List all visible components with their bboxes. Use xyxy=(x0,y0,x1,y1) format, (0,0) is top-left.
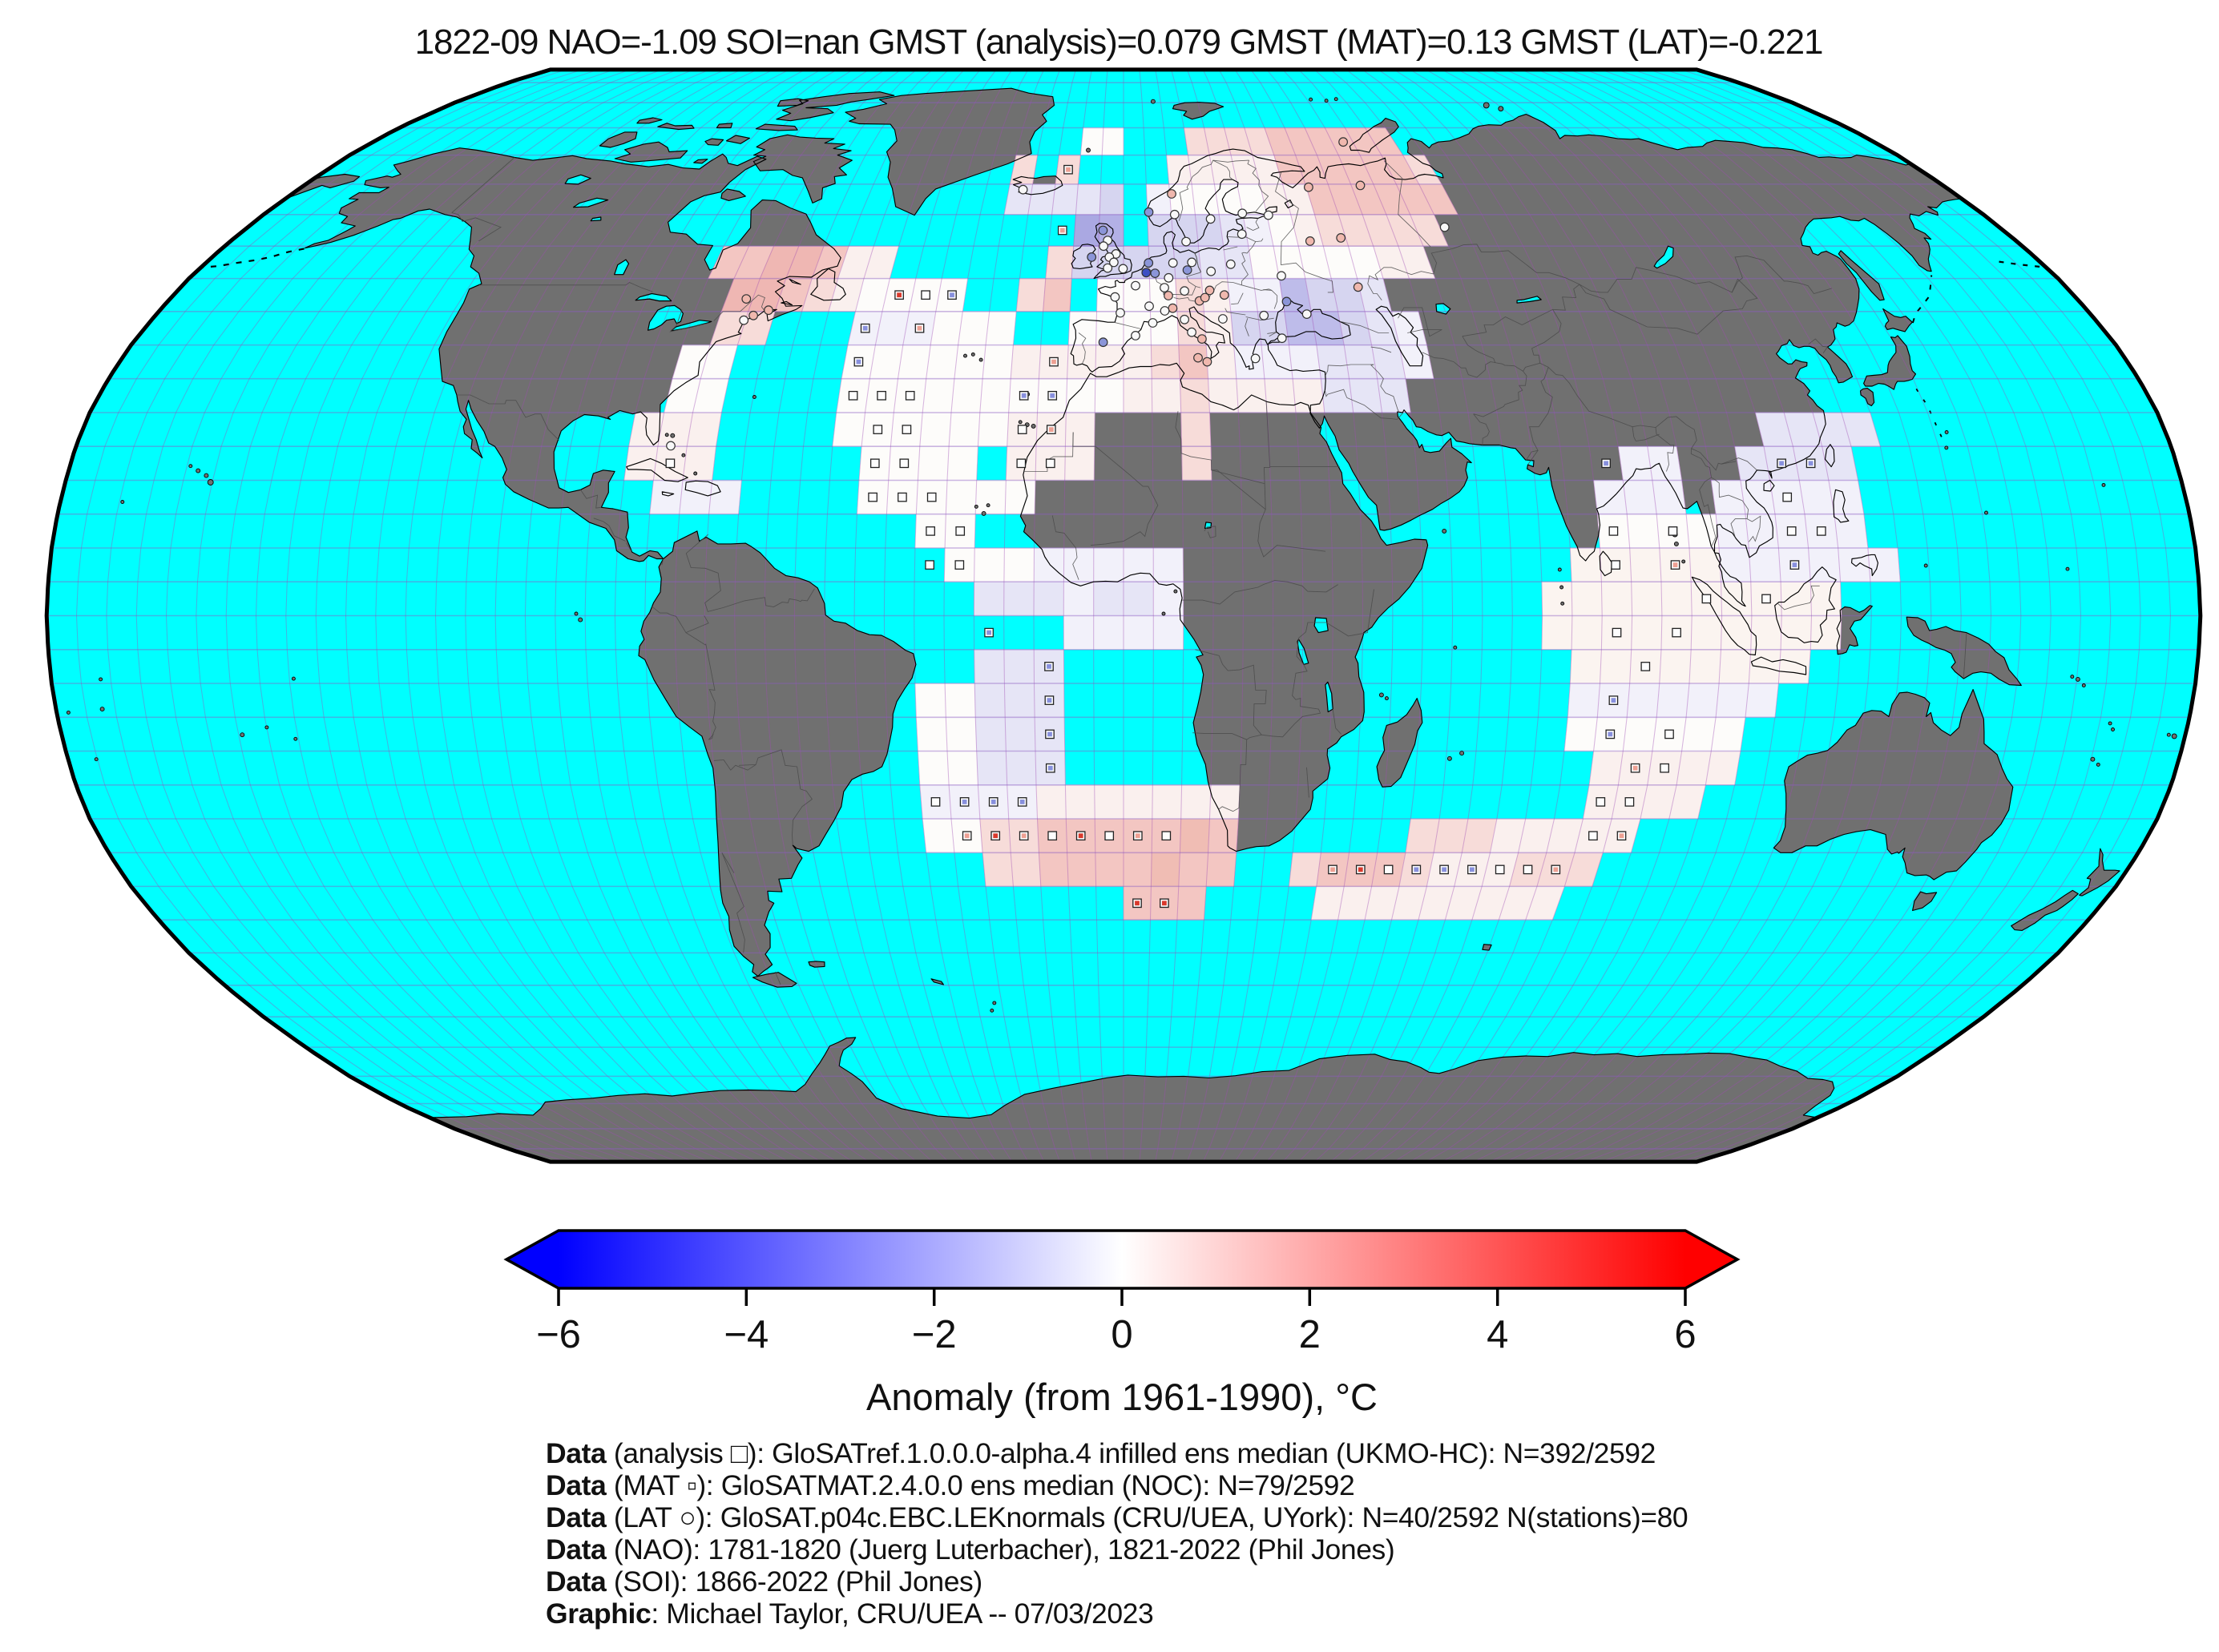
svg-text:4: 4 xyxy=(1487,1313,1508,1356)
svg-text:Data (LAT ○): GloSAT.p04c.EBC.: Data (LAT ○): GloSAT.p04c.EBC.LEKnormals… xyxy=(546,1501,1688,1533)
svg-text:1822-09 NAO=-1.09 SOI=nan GMST: 1822-09 NAO=-1.09 SOI=nan GMST (analysis… xyxy=(415,22,1823,62)
svg-text:Graphic: Michael Taylor, CRU/U: Graphic: Michael Taylor, CRU/UEA -- 07/0… xyxy=(546,1598,1153,1630)
svg-text:Data (MAT ▫): GloSATMAT.2.4.0.: Data (MAT ▫): GloSATMAT.2.4.0.0 ens medi… xyxy=(546,1469,1354,1501)
svg-text:Data (SOI): 1866-2022 (Phil Jo: Data (SOI): 1866-2022 (Phil Jones) xyxy=(546,1565,982,1598)
svg-text:−4: −4 xyxy=(724,1313,769,1356)
svg-text:−2: −2 xyxy=(912,1313,957,1356)
svg-text:0: 0 xyxy=(1111,1313,1132,1356)
svg-text:Data (NAO): 1781-1820 (Juerg L: Data (NAO): 1781-1820 (Juerg Luterbacher… xyxy=(546,1533,1394,1565)
svg-text:−6: −6 xyxy=(536,1313,581,1356)
svg-text:6: 6 xyxy=(1674,1313,1696,1356)
svg-text:Data (analysis □): GloSATref.1: Data (analysis □): GloSATref.1.0.0.0-alp… xyxy=(546,1437,1656,1469)
svg-text:2: 2 xyxy=(1299,1313,1321,1356)
svg-text:Anomaly (from 1961-1990), °C: Anomaly (from 1961-1990), °C xyxy=(866,1376,1378,1418)
